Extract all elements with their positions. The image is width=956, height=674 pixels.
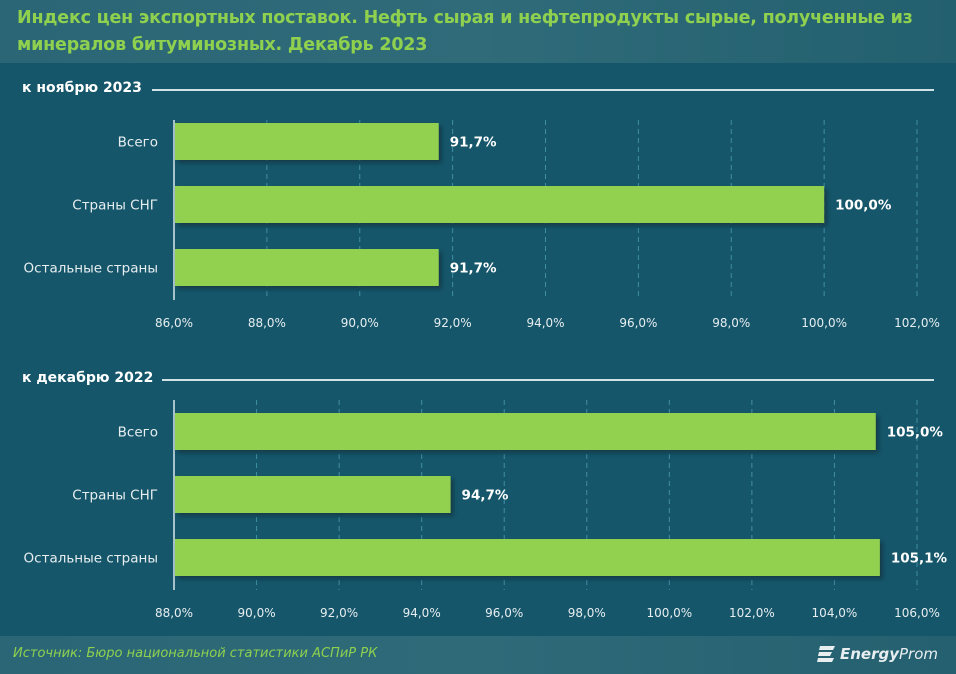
logo-text: EnergyProm [840, 645, 938, 663]
category-label: Всего [118, 425, 158, 441]
data-label: 105,0% [887, 425, 944, 441]
chart-1-title: к ноябрю 2023 [22, 80, 142, 96]
x-tick-label: 90,0% [237, 606, 275, 620]
x-tick-label: 92,0% [434, 316, 472, 330]
x-tick-label: 96,0% [485, 606, 523, 620]
x-tick-label: 94,0% [526, 316, 564, 330]
header: Индекс цен экспортных поставок. Нефть сы… [0, 0, 956, 63]
x-tick-label: 86,0% [155, 316, 193, 330]
chart-2-divider [162, 379, 934, 381]
source-text: Источник: Бюро национальной статистики А… [13, 646, 378, 661]
chart-1-divider [152, 89, 934, 91]
x-tick-label: 102,0% [894, 316, 940, 330]
x-tick-label: 100,0% [801, 316, 847, 330]
footer: Источник: Бюро национальной статистики А… [0, 636, 956, 674]
x-tick-label: 90,0% [341, 316, 379, 330]
x-tick-label: 100,0% [646, 606, 692, 620]
x-tick-label: 102,0% [729, 606, 775, 620]
category-label: Остальные страны [24, 261, 158, 277]
x-tick-label: 96,0% [619, 316, 657, 330]
bar [175, 539, 880, 576]
bar [175, 123, 439, 160]
data-label: 105,1% [891, 551, 948, 567]
category-label: Страны СНГ [72, 488, 158, 504]
x-tick-label: 94,0% [403, 606, 441, 620]
x-tick-label: 88,0% [248, 316, 286, 330]
bar [175, 249, 439, 286]
x-tick-label: 104,0% [812, 606, 858, 620]
page-title: Индекс цен экспортных поставок. Нефть сы… [17, 8, 913, 55]
data-label: 91,7% [450, 135, 497, 151]
logo: EnergyProm [816, 644, 938, 664]
bar [175, 186, 825, 223]
data-label: 100,0% [835, 198, 892, 214]
logo-text-rest: Prom [898, 645, 938, 663]
bar [175, 413, 876, 450]
x-tick-label: 98,0% [568, 606, 606, 620]
x-tick-label: 98,0% [712, 316, 750, 330]
x-tick-label: 88,0% [155, 606, 193, 620]
x-tick-label: 106,0% [894, 606, 940, 620]
energyprom-logo-icon [816, 646, 835, 662]
chart-1: 86,0% 88,0% 90,0% 92,0% 94,0% 96,0% 98,0% 100,0… [24, 120, 940, 330]
chart-2-title: к декабрю 2022 [22, 370, 154, 386]
logo-text-bold: Energy [839, 645, 899, 663]
category-label: Страны СНГ [72, 198, 158, 214]
category-label: Всего [118, 135, 158, 151]
x-tick-label: 92,0% [320, 606, 358, 620]
chart-2: 88,0% 90,0% 92,0% 94,0% 96,0% 98,0% 100,0% 102,… [24, 400, 948, 620]
bar [175, 476, 451, 513]
data-label: 91,7% [450, 261, 497, 277]
data-label: 94,7% [462, 488, 509, 504]
category-label: Остальные страны [24, 551, 158, 567]
